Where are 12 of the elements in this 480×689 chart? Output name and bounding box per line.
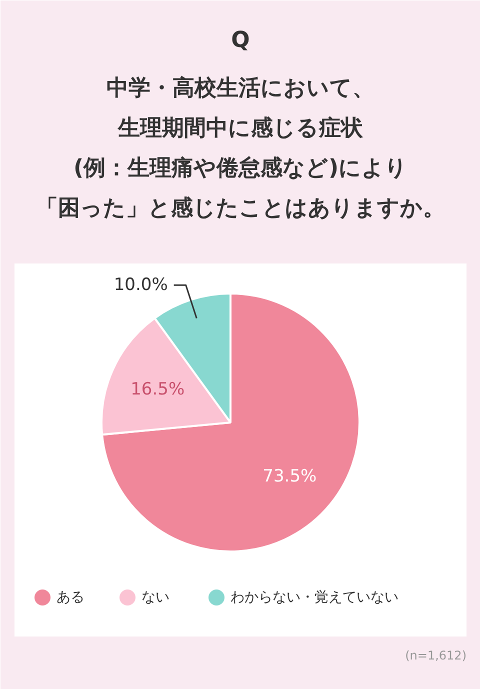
text: (n=1,612): [405, 648, 467, 662]
legend-label: わからない・覚えていない: [230, 590, 398, 606]
text: 生理期間中に感じる症状: [118, 116, 363, 141]
legend-label: ない: [142, 590, 170, 606]
data-label: 10.0%: [114, 275, 168, 296]
text: 中学・高校生活において、: [106, 76, 374, 101]
chart-title: Q: [231, 28, 250, 53]
text: (例：生理痛や倦怠感など)により: [73, 156, 408, 181]
legend-label: ある: [56, 590, 84, 606]
data-label: 73.5%: [262, 466, 317, 486]
text: 「困った」と感じたことはありますか。: [36, 196, 445, 221]
data-label: 16.5%: [130, 380, 185, 400]
